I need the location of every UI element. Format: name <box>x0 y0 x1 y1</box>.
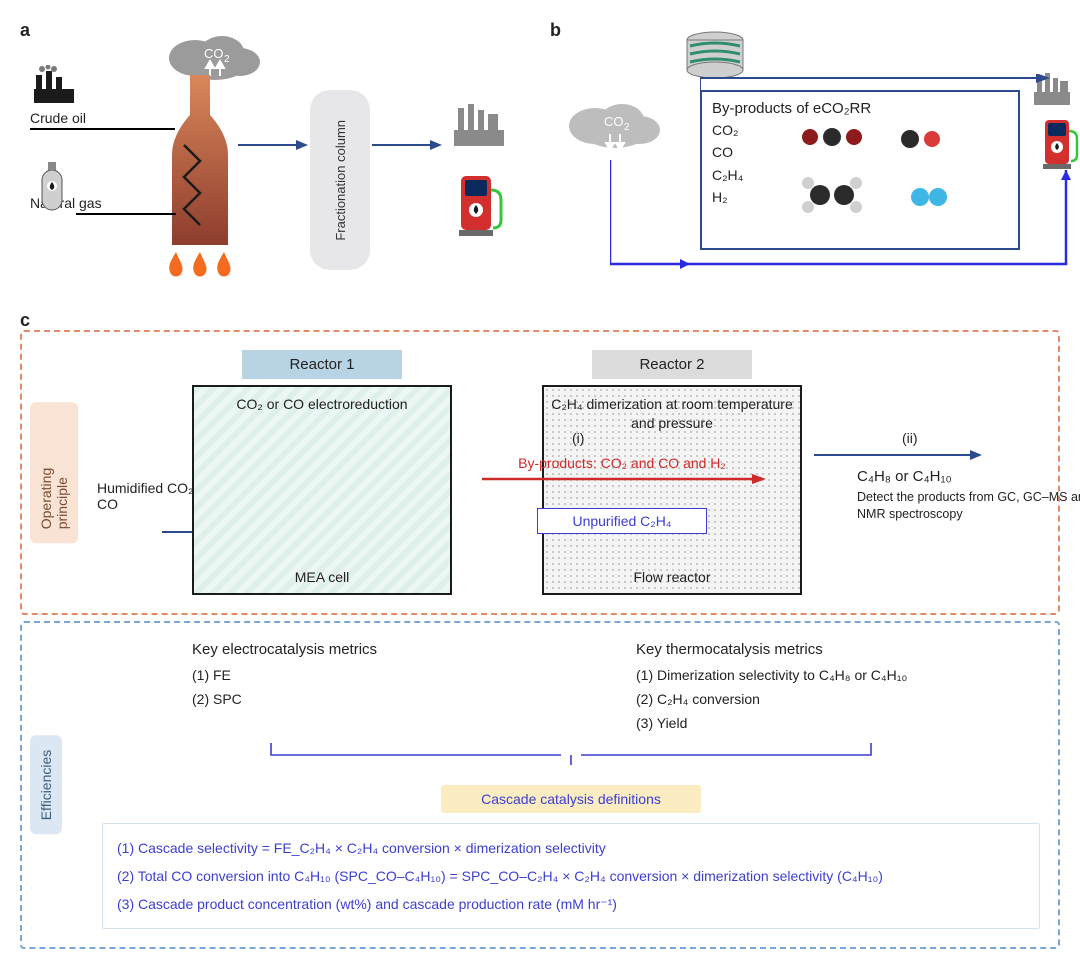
thermo-item: (2) C₂H₄ conversion <box>636 688 1040 712</box>
gas-cylinder-icon <box>34 160 70 219</box>
gas-pump-icon <box>455 170 505 243</box>
reactors-row: Humidified CO₂ or CO Reactor 1 CO₂ or CO… <box>192 350 1040 595</box>
output-sub: Detect the products from GC, GC–MS and N… <box>857 489 1080 523</box>
cascade-def-item: (2) Total CO conversion into C₄H₁₀ (SPC_… <box>117 862 1025 890</box>
roman-ii: (ii) <box>902 430 918 446</box>
reactor-2-head: Reactor 2 <box>592 350 752 379</box>
refinery-icon <box>450 100 508 153</box>
thermo-item: (3) Yield <box>636 712 1040 736</box>
panel-a-stage: CO 2 <box>20 20 530 300</box>
efficiencies-tab: Efficiencies <box>30 736 62 835</box>
mid-byproducts-label: By-products: CO₂ and CO and H₂ <box>472 455 772 471</box>
efficiencies-section: Efficiencies Key electrocatalysis metric… <box>20 621 1060 949</box>
factory-small-icon <box>30 65 78 110</box>
byproducts-title: By-products of eCO₂RR <box>702 92 1018 119</box>
svg-text:CO: CO <box>604 114 624 129</box>
arrow-output <box>814 448 984 462</box>
roman-i: (i) <box>572 430 584 446</box>
cascade-tab: Cascade catalysis definitions <box>441 785 701 813</box>
cascade-def-item: (1) Cascade selectivity = FE_C₂H₄ × C₂H₄… <box>117 834 1025 862</box>
svg-text:2: 2 <box>224 54 230 65</box>
cascade-bracket <box>261 741 881 767</box>
arrow-furnace-to-column <box>238 138 310 152</box>
arrow-column-to-products <box>372 138 444 152</box>
unpurified-box: Unpurified C₂H₄ <box>537 508 707 534</box>
electro-item: (1) FE <box>192 664 596 688</box>
reactor-1: Reactor 1 CO₂ or CO electroreduction MEA… <box>192 350 452 595</box>
reactor-2-top-label: C₂H₄ dimerization at room temperature an… <box>544 395 800 433</box>
panel-c-label: c <box>20 310 30 331</box>
operating-principle-tab: Operating principle <box>30 402 78 543</box>
flames-icon <box>166 252 234 280</box>
electrocatalysis-col: Key electrocatalysis metrics (1) FE (2) … <box>192 641 596 735</box>
crude-oil-label: Crude oil <box>30 110 86 126</box>
cascade-definitions: (1) Cascade selectivity = FE_C₂H₄ × C₂H₄… <box>102 823 1040 929</box>
arrow-loop-blue <box>610 160 1080 280</box>
co2-cloud-down: CO 2 <box>560 100 670 163</box>
electro-item: (2) SPC <box>192 688 596 712</box>
co2-cloud-label: CO <box>204 46 224 61</box>
panel-a: a <box>20 20 530 300</box>
cascade-def-item: (3) Cascade product concentration (wt%) … <box>117 890 1025 918</box>
panel-b: b CO 2 <box>550 20 1060 300</box>
reactor-1-head: Reactor 1 <box>242 350 402 379</box>
operating-principle-section: Operating principle Humidified CO₂ or CO… <box>20 330 1060 615</box>
thermo-item: (1) Dimerization selectivity to C₄H₈ or … <box>636 664 1040 688</box>
electro-head: Key electrocatalysis metrics <box>192 641 596 658</box>
output-main: C₄H₈ or C₄H₁₀ <box>857 468 1080 485</box>
arrow-box-to-refinery <box>700 74 1050 94</box>
panel-c: c Operating principle Humidified CO₂ or … <box>20 330 1060 949</box>
arrow-red-mid <box>472 471 772 487</box>
reactor-1-box: CO₂ or CO electroreduction MEA cell <box>192 385 452 595</box>
fractionation-column: Fractionation column <box>310 90 370 270</box>
output-labels: C₄H₈ or C₄H₁₀ Detect the products from G… <box>857 468 1080 523</box>
mid-labels: By-products: CO₂ and CO and H₂ Unpurifie… <box>472 455 772 534</box>
reactor-2-bot-label: Flow reactor <box>544 569 800 585</box>
thermo-head: Key thermocatalysis metrics <box>636 641 1040 658</box>
reactor-1-top-label: CO₂ or CO electroreduction <box>194 395 450 414</box>
reactor-1-bot-label: MEA cell <box>194 569 450 585</box>
svg-text:2: 2 <box>624 122 630 133</box>
furnace-icon <box>160 75 240 258</box>
thermocatalysis-col: Key thermocatalysis metrics (1) Dimeriza… <box>636 641 1040 735</box>
fractionation-column-label: Fractionation column <box>333 120 348 241</box>
panel-b-stage: CO 2 <box>550 20 1060 300</box>
efficiency-columns: Key electrocatalysis metrics (1) FE (2) … <box>192 641 1040 735</box>
